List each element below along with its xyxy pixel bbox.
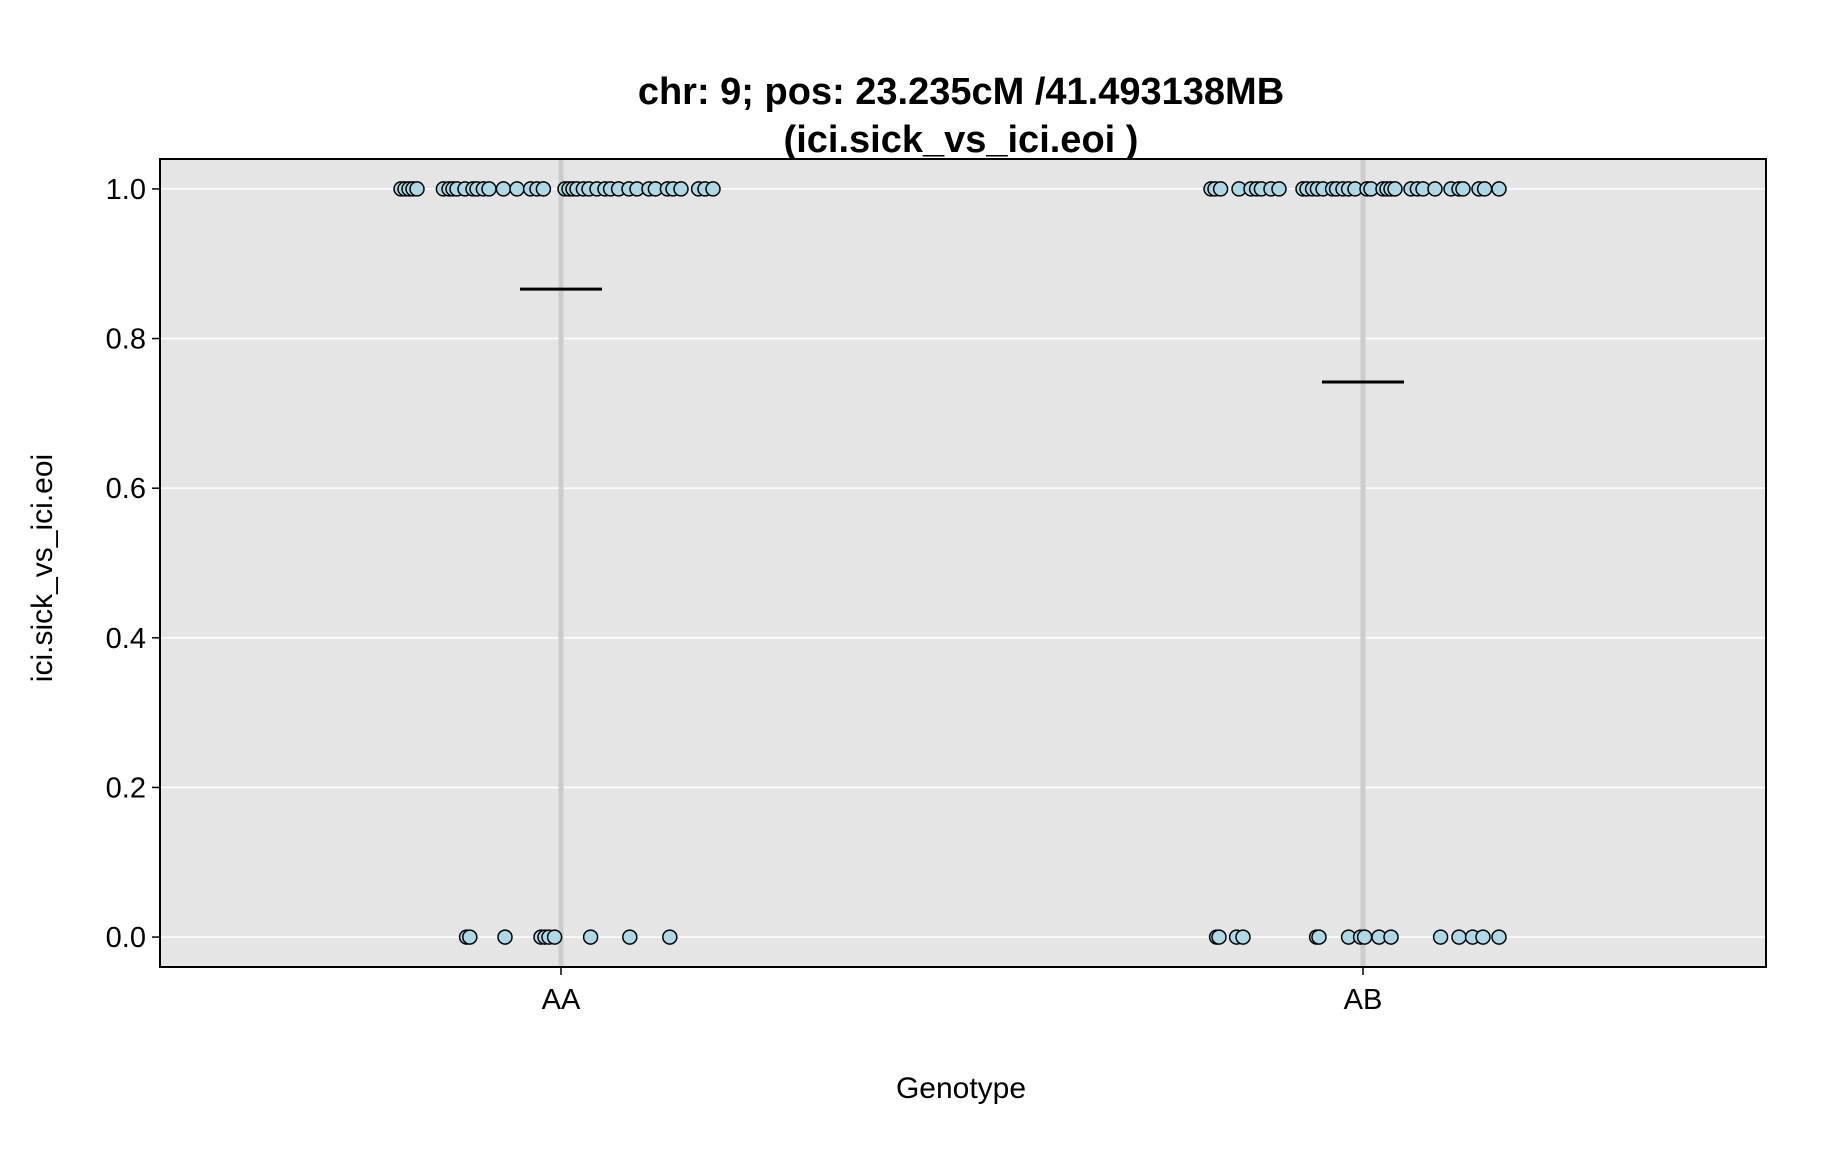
data-point-aa [497,929,513,945]
data-point-aa [705,181,721,197]
chart-subtitle: (ici.sick_vs_ici.eoi ) [784,119,1139,161]
y-axis-title: ici.sick_vs_ici.eoi [26,454,59,682]
y-tick-label: 0.4 [106,623,146,655]
data-point-aa [462,929,478,945]
chart-title: chr: 9; pos: 23.235cM /41.493138MB [638,71,1284,113]
data-point-ab [1271,181,1287,197]
data-point-ab [1212,181,1229,197]
data-point-aa [509,181,525,197]
data-point-ab [1432,929,1449,945]
data-point-aa [673,181,689,197]
y-tick-label: 0.2 [106,772,146,804]
data-point-ab [1491,929,1507,945]
plot-panel-background [160,159,1766,967]
data-point-aa [662,929,678,945]
data-point-ab [1211,929,1227,945]
data-point-ab [1491,181,1507,197]
data-point-aa [582,929,599,945]
data-point-aa [481,181,497,197]
data-point-ab [1427,181,1443,197]
data-point-ab [1476,181,1493,197]
y-tick-label: 0.8 [106,324,146,356]
data-point-ab [1387,181,1403,197]
plot-panel-border [159,158,1767,968]
data-point-ab [1475,929,1491,945]
data-point-ab [1311,929,1327,945]
data-point-aa [622,929,638,945]
data-point-ab [1455,181,1471,197]
y-tick-label: 0.6 [106,473,146,505]
data-point-aa [535,181,552,197]
x-axis-title: Genotype [896,1072,1026,1105]
data-point-ab [1451,929,1467,945]
x-tick-label-aa: AA [542,984,581,1016]
x-tick-label-ab: AB [1344,984,1383,1016]
data-point-aa [546,929,563,945]
y-tick-label: 0.0 [106,922,146,954]
data-point-ab [1383,929,1399,945]
data-point-ab [1356,929,1373,945]
y-tick-label: 1.0 [106,174,146,206]
data-point-aa [409,181,425,197]
data-point-aa [495,181,512,197]
data-point-ab [1235,929,1251,945]
